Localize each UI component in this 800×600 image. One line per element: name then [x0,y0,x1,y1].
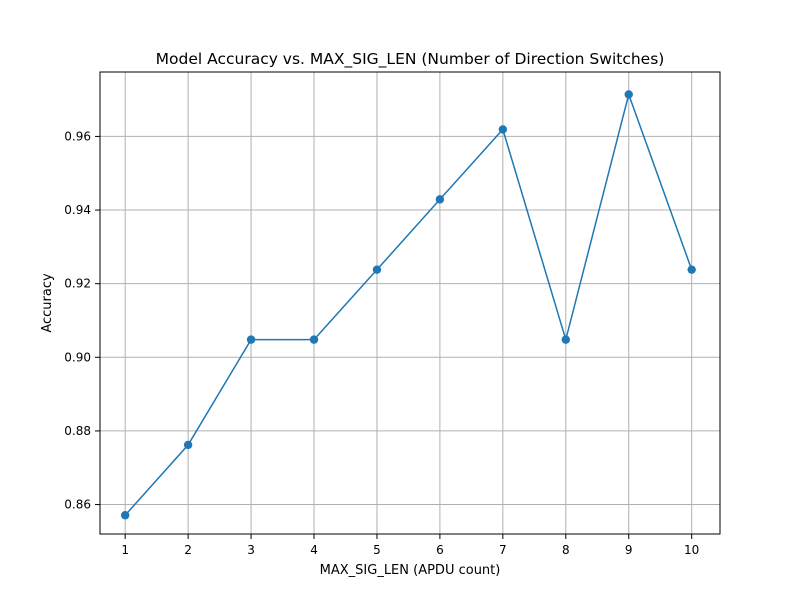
y-tick-label: 0.88 [64,424,91,438]
x-tick-label: 7 [499,543,507,557]
data-point [183,440,193,450]
x-tick-label: 3 [247,543,255,557]
data-point [246,335,256,344]
x-tick-label: 6 [436,543,444,557]
data-point [435,195,445,204]
data-point [561,335,570,344]
series-line [124,91,693,516]
x-tick-label: 1 [121,543,129,557]
x-tick-label: 10 [684,543,699,557]
grid [100,72,720,534]
y-tick-label: 0.86 [64,498,91,512]
x-tick-label: 4 [310,543,318,557]
x-tick-label: 5 [373,543,381,557]
y-tick-label: 0.90 [64,350,91,364]
data-point [498,125,508,134]
y-tick-label: 0.94 [64,203,91,217]
x-tick-label: 8 [562,543,570,557]
x-axis-label: MAX_SIG_LEN (APDU count) [320,563,501,578]
x-tick-label: 2 [184,543,192,557]
y-axis-label: Accuracy [40,273,55,333]
data-point [372,265,382,274]
y-tick-label: 0.92 [64,277,91,291]
data-point [309,335,319,344]
data-point [687,265,696,274]
plot-frame [99,71,721,535]
data-point [624,90,633,99]
y-tick-label: 0.96 [64,129,91,143]
x-tick-label: 9 [625,543,633,557]
series-layer [120,90,696,520]
chart-title: Model Accuracy vs. MAX_SIG_LEN (Number o… [156,50,665,69]
axis-ticks: 1 2 3 4 5 6 7 8 9 10 0.86 0.88 0.90 0.92 0.94 0.96 [64,129,699,557]
data-point [120,511,130,520]
